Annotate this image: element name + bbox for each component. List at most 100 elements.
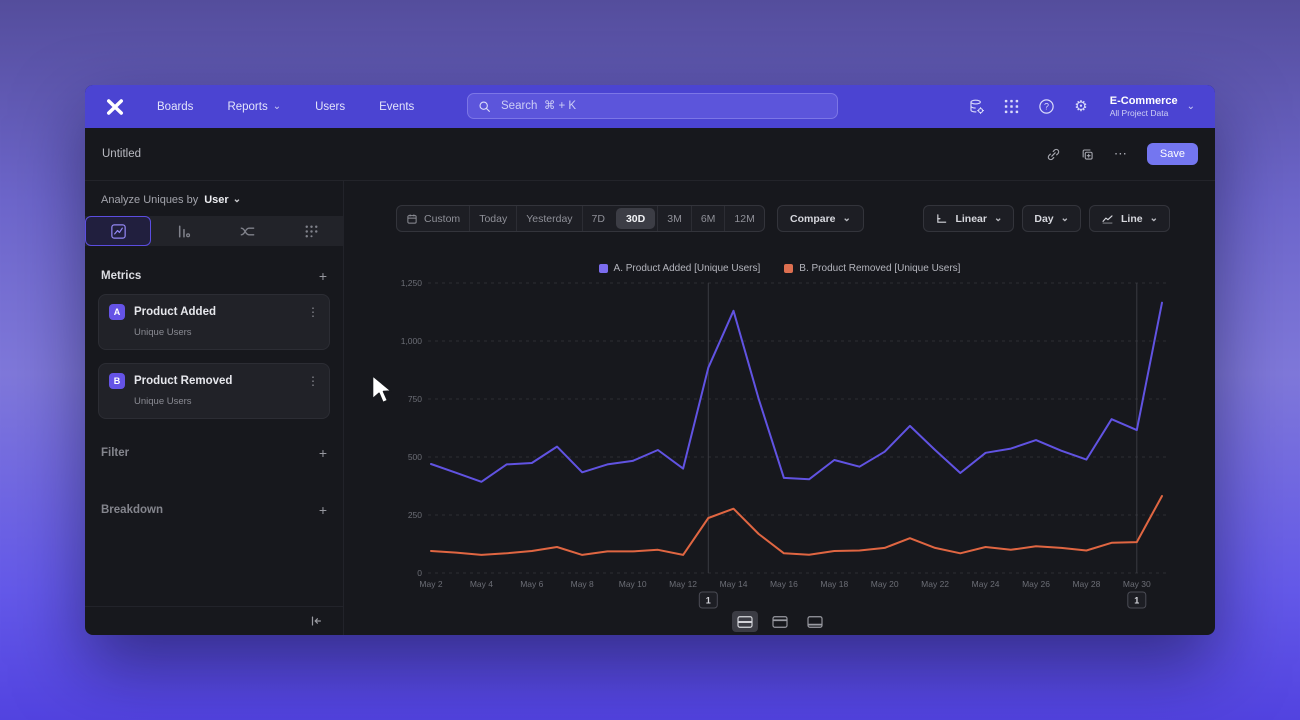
search-bar[interactable]: [467, 93, 838, 119]
chart-size-medium-icon[interactable]: [731, 611, 758, 632]
metric-badge-a: A: [109, 304, 125, 320]
data-management-icon[interactable]: [968, 98, 985, 115]
funnel-bars-icon: [178, 225, 190, 237]
metric-measurement[interactable]: Unique Users: [134, 396, 192, 407]
collapse-sidebar-icon[interactable]: [309, 614, 323, 628]
y-axis-label: 250: [408, 510, 422, 520]
chevron-down-icon: ⌄: [842, 212, 851, 224]
search-input[interactable]: [499, 99, 827, 113]
help-icon[interactable]: ?: [1038, 98, 1055, 115]
add-breakdown-button[interactable]: +: [318, 502, 327, 518]
series-line-0[interactable]: [430, 301, 1163, 483]
query-sidebar: Analyze Uniques by User ⌄: [85, 181, 344, 635]
flows-icon: [240, 227, 254, 235]
range-12m[interactable]: 12M: [724, 206, 763, 231]
axis-icon: [937, 214, 947, 223]
tab-flows[interactable]: [215, 216, 279, 246]
range-30d-selected[interactable]: 30D: [615, 208, 656, 229]
chart-size-small-icon[interactable]: [767, 611, 793, 632]
apps-grid-icon[interactable]: [1004, 99, 1019, 114]
chart-controls-row: Custom Today Yesterday 7D 30D 3M 6M 12M …: [344, 205, 1215, 232]
nav-item-reports[interactable]: Reports ⌄: [227, 100, 282, 113]
chevron-down-icon: ⌄: [1186, 100, 1195, 112]
svg-text:?: ?: [1044, 102, 1049, 112]
range-3m[interactable]: 3M: [657, 206, 691, 231]
share-link-icon[interactable]: [1046, 147, 1061, 162]
series-line-1[interactable]: [430, 495, 1163, 556]
metric-menu-icon[interactable]: ⋮: [307, 305, 319, 319]
settings-gear-icon[interactable]: ⚙: [1074, 98, 1088, 115]
x-axis-label: May 14: [720, 579, 748, 589]
range-7d[interactable]: 7D: [581, 206, 614, 231]
add-metric-button[interactable]: +: [318, 268, 327, 284]
x-axis-label: May 20: [871, 579, 899, 589]
annotation-badge[interactable]: [698, 591, 718, 609]
interval-dropdown[interactable]: Day ⌄: [1022, 205, 1082, 232]
top-nav: Boards Reports ⌄ Users Events: [85, 85, 1215, 128]
range-yesterday[interactable]: Yesterday: [516, 206, 581, 231]
metric-card-a[interactable]: A Product Added ⋮ Unique Users: [98, 294, 330, 350]
tab-retention[interactable]: [279, 216, 343, 246]
legend-item-b[interactable]: B. Product Removed [Unique Users]: [784, 263, 960, 274]
content-area: Analyze Uniques by User ⌄: [85, 181, 1215, 635]
x-axis-label: May 4: [470, 579, 493, 589]
x-axis-label: May 24: [972, 579, 1000, 589]
more-options-icon[interactable]: ⋯: [1113, 146, 1128, 161]
analyze-entity-dropdown[interactable]: User ⌄: [204, 194, 242, 206]
project-switcher[interactable]: E-Commerce All Project Data ⌄: [1110, 95, 1195, 119]
chevron-down-icon: ⌄: [232, 194, 242, 205]
nav-item-boards[interactable]: Boards: [157, 100, 194, 113]
range-6m[interactable]: 6M: [690, 206, 725, 231]
chart-display-controls: Linear ⌄ Day ⌄ Line ⌄: [923, 205, 1170, 232]
chart-legend: A. Product Added [Unique Users] B. Produ…: [344, 263, 1215, 274]
scale-dropdown[interactable]: Linear ⌄: [923, 205, 1015, 232]
chart-size-options: [344, 611, 1215, 632]
x-axis-label: May 28: [1072, 579, 1100, 589]
x-axis-label: May 12: [669, 579, 697, 589]
filter-label: Filter: [101, 447, 130, 459]
nav-item-users[interactable]: Users: [315, 100, 346, 113]
project-scope: All Project Data: [1109, 108, 1169, 119]
y-axis-label: 750: [408, 394, 422, 404]
analyze-row: Analyze Uniques by User ⌄: [85, 181, 343, 216]
legend-item-a[interactable]: A. Product Added [Unique Users]: [598, 263, 760, 274]
y-axis-label: 1,000: [401, 336, 423, 346]
mixpanel-logo-icon[interactable]: [105, 97, 125, 117]
range-custom[interactable]: Custom: [397, 206, 469, 231]
x-axis-label: May 6: [520, 579, 543, 589]
y-axis-label: 1,250: [401, 278, 423, 288]
breakdown-label: Breakdown: [101, 504, 163, 516]
chart-type-dropdown[interactable]: Line ⌄: [1089, 205, 1170, 232]
duplicate-icon[interactable]: [1080, 147, 1095, 162]
x-axis-label: May 26: [1022, 579, 1050, 589]
app-window: Boards Reports ⌄ Users Events: [85, 85, 1215, 635]
legend-swatch-b: [784, 264, 794, 273]
y-axis-label: 500: [408, 452, 422, 462]
chevron-down-icon: ⌄: [993, 212, 1003, 224]
metric-card-b[interactable]: B Product Removed ⋮ Unique Users: [98, 363, 330, 419]
x-axis-label: May 22: [921, 579, 949, 589]
line-chart-icon: [1102, 215, 1113, 224]
report-toolbar: Untitled ⋯ Save: [85, 128, 1215, 181]
annotation-badge[interactable]: [1127, 591, 1147, 609]
add-filter-button[interactable]: +: [318, 445, 327, 461]
line-chart[interactable]: 0 250 500 750 1,000 1,250 1 1 May 2 May 4 May 6 May…: [344, 276, 1215, 616]
chart-size-large-icon[interactable]: [802, 611, 828, 632]
report-title[interactable]: Untitled: [102, 148, 141, 160]
nav-item-events[interactable]: Events: [379, 100, 415, 113]
tab-insights[interactable]: [85, 216, 151, 246]
x-axis-label: May 10: [619, 579, 647, 589]
save-button[interactable]: Save: [1146, 143, 1198, 165]
insights-chart-icon: [110, 223, 126, 239]
metric-name: Product Added: [134, 306, 216, 318]
x-axis-label: May 8: [571, 579, 594, 589]
metric-measurement[interactable]: Unique Users: [134, 327, 192, 338]
metric-menu-icon[interactable]: ⋮: [307, 374, 319, 388]
metrics-header-label: Metrics: [101, 270, 142, 282]
calendar-icon: [407, 214, 417, 224]
range-today[interactable]: Today: [469, 206, 516, 231]
y-axis-label: 0: [417, 568, 422, 578]
date-range-picker: Custom Today Yesterday 7D 30D 3M 6M 12M: [396, 205, 765, 232]
tab-funnels[interactable]: [151, 216, 215, 246]
compare-dropdown[interactable]: Compare ⌄: [777, 205, 864, 232]
